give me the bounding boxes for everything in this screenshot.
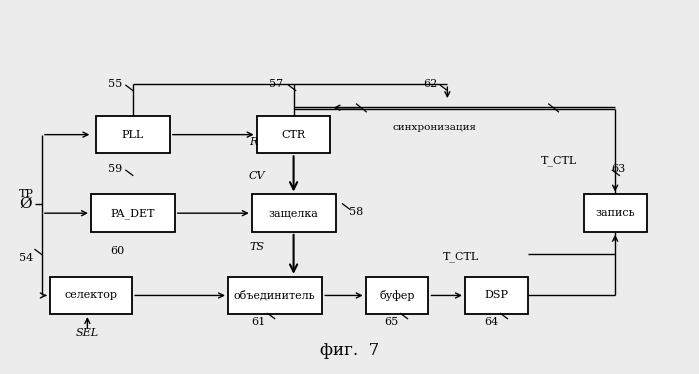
Text: 61: 61 <box>252 318 266 327</box>
FancyBboxPatch shape <box>465 277 528 314</box>
FancyBboxPatch shape <box>252 194 336 232</box>
Text: 59: 59 <box>108 164 122 174</box>
Text: синхронизация: синхронизация <box>393 123 477 132</box>
Text: 65: 65 <box>384 318 398 327</box>
Text: PA_DET: PA_DET <box>110 208 155 218</box>
Text: 62: 62 <box>423 79 437 89</box>
Text: 55: 55 <box>108 79 122 89</box>
Text: DSP: DSP <box>484 291 508 300</box>
Text: объединитель: объединитель <box>234 290 315 301</box>
Text: Ø: Ø <box>20 197 32 211</box>
Text: CV: CV <box>249 171 266 181</box>
Text: 54: 54 <box>20 253 34 263</box>
Text: PLL: PLL <box>122 130 144 140</box>
Text: 60: 60 <box>110 246 124 255</box>
Text: 57: 57 <box>269 79 283 89</box>
Text: 58: 58 <box>350 208 363 217</box>
Text: 64: 64 <box>484 318 498 327</box>
FancyBboxPatch shape <box>50 277 132 314</box>
FancyBboxPatch shape <box>91 194 175 232</box>
FancyBboxPatch shape <box>257 116 330 153</box>
Text: T_CTL: T_CTL <box>541 156 577 166</box>
FancyBboxPatch shape <box>366 277 428 314</box>
FancyBboxPatch shape <box>228 277 322 314</box>
Text: фиг.  7: фиг. 7 <box>320 342 379 359</box>
FancyBboxPatch shape <box>96 116 169 153</box>
Text: 63: 63 <box>611 164 625 174</box>
FancyBboxPatch shape <box>584 194 647 232</box>
Text: SEL: SEL <box>75 328 99 338</box>
Text: R: R <box>250 137 258 147</box>
Text: буфер: буфер <box>380 290 415 301</box>
Text: защелка: защелка <box>268 208 319 218</box>
Text: запись: запись <box>596 208 635 218</box>
Text: TS: TS <box>250 242 265 252</box>
Text: T_CTL: T_CTL <box>443 251 480 261</box>
Text: CTR: CTR <box>282 130 305 140</box>
Text: TP: TP <box>18 190 34 199</box>
Text: селектор: селектор <box>64 291 117 300</box>
